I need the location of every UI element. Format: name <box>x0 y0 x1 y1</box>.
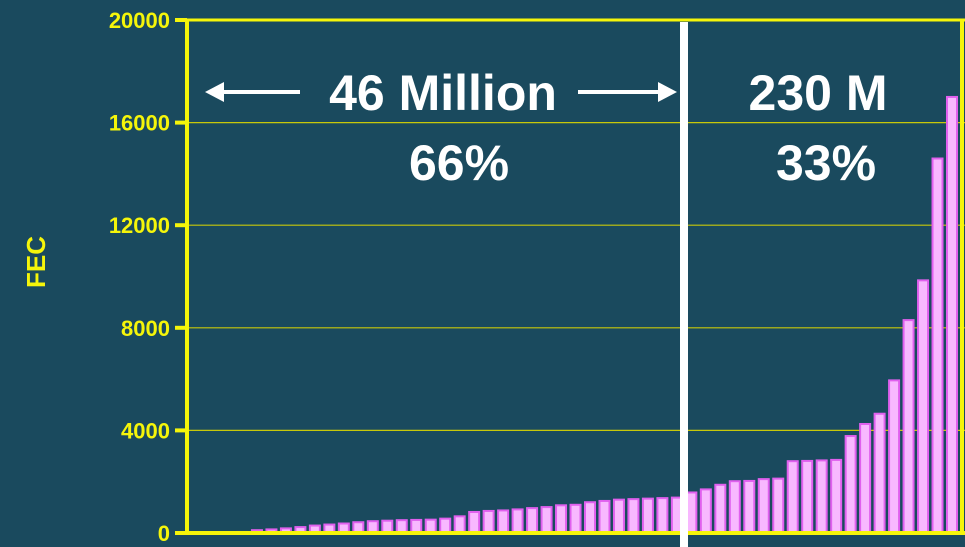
left-total-label: 46 Million <box>329 65 557 121</box>
bar <box>656 497 669 534</box>
y-tick-label: 12000 <box>109 213 170 238</box>
bar <box>873 412 886 535</box>
bar <box>902 319 915 534</box>
bar <box>888 379 901 534</box>
bar <box>453 515 466 535</box>
bar <box>801 459 814 535</box>
bar <box>946 95 958 534</box>
gridlines <box>175 18 965 533</box>
bar <box>859 422 872 534</box>
bar <box>757 478 770 535</box>
bar <box>917 279 930 534</box>
bar <box>931 157 944 534</box>
bar <box>584 501 596 535</box>
y-axis-label: FEC <box>21 236 51 288</box>
bar <box>439 517 452 535</box>
bar <box>526 507 539 534</box>
axes <box>185 20 965 535</box>
left-arrow <box>205 82 300 102</box>
bar <box>424 518 437 534</box>
bar <box>772 477 785 534</box>
y-ticks: 0 4000 8000 12000 16000 20000 <box>109 8 187 546</box>
right-arrow <box>578 82 677 102</box>
y-tick-label: 4000 <box>121 418 170 443</box>
bar <box>830 458 843 534</box>
bar <box>497 509 510 534</box>
right-total-label: 230 M <box>749 65 888 121</box>
left-percent-label: 66% <box>409 135 509 191</box>
bar <box>511 508 524 534</box>
bar <box>598 499 611 535</box>
y-tick-label: 20000 <box>109 8 170 33</box>
bar <box>555 504 568 534</box>
y-tick-label: 16000 <box>109 111 170 136</box>
bar <box>815 459 828 534</box>
bar <box>627 498 640 535</box>
bar <box>641 497 654 535</box>
bar <box>714 483 727 534</box>
bar <box>699 488 712 535</box>
bar <box>786 460 799 534</box>
bar <box>844 435 857 535</box>
y-tick-label: 8000 <box>121 316 170 341</box>
bar <box>468 510 481 535</box>
y-tick-label: 0 <box>158 521 170 546</box>
bar <box>728 480 741 535</box>
bar <box>569 503 582 535</box>
right-percent-label: 33% <box>776 135 876 191</box>
bar <box>612 498 625 534</box>
bar <box>743 479 756 534</box>
bar <box>540 506 553 534</box>
bar <box>482 509 495 535</box>
